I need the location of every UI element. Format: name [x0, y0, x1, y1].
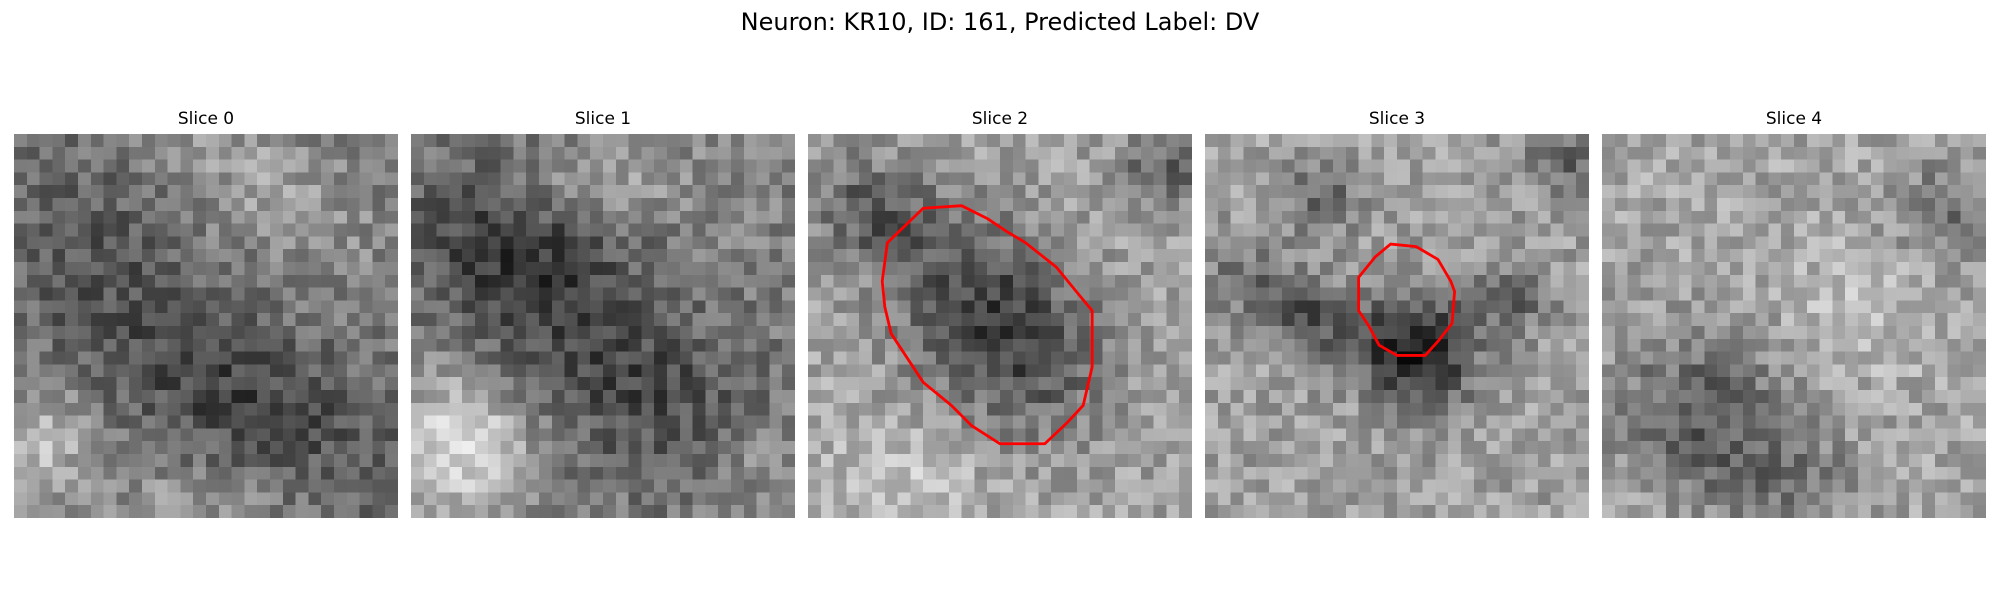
segmentation-outline-3 — [1357, 242, 1457, 357]
segmentation-outline-2 — [880, 204, 1094, 446]
microscopy-image-2 — [808, 134, 1192, 518]
microscopy-image-0 — [14, 134, 398, 518]
figure-title: Neuron: KR10, ID: 161, Predicted Label: … — [740, 8, 1260, 36]
slice-title-1: Slice 1 — [574, 109, 632, 129]
slice-title-2: Slice 2 — [971, 109, 1029, 129]
microscopy-image-4 — [1602, 134, 1986, 518]
slice-title-0: Slice 0 — [177, 109, 235, 129]
slice-title-3: Slice 3 — [1368, 109, 1426, 129]
microscopy-image-1 — [411, 134, 795, 518]
microscopy-image-3 — [1205, 134, 1589, 518]
slice-title-4: Slice 4 — [1765, 109, 1823, 129]
